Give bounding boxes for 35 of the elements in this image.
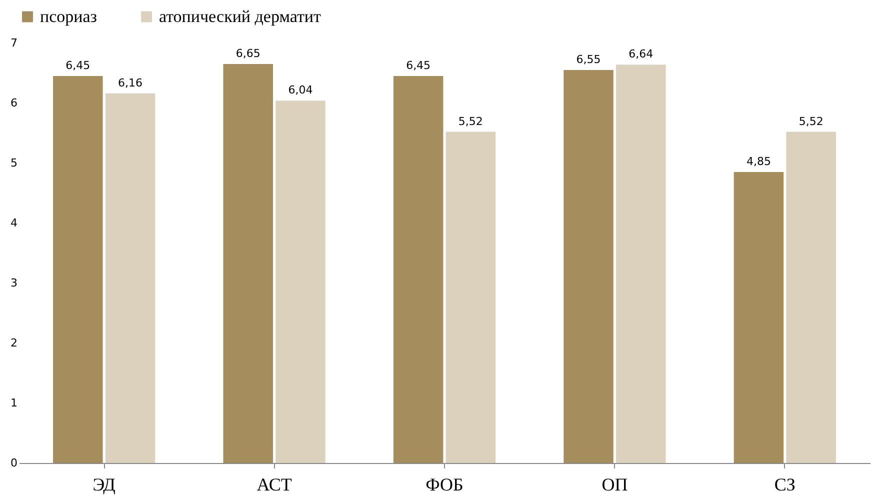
y-tick-label: 7 [10,36,18,50]
data-label: 5,52 [798,114,824,128]
y-tick-label: 1 [10,396,18,410]
bar [276,100,326,463]
y-tick-label: 3 [10,276,18,290]
y-tick-label: 2 [10,336,18,350]
data-label: 6,45 [66,59,90,72]
data-label: 6,64 [628,48,654,61]
bar [446,132,496,463]
bar [53,76,103,463]
x-tick-label: ОП [602,474,628,494]
legend-label: псориаз [40,6,98,26]
legend-label: атопический дерматит [159,6,322,26]
x-tick-label: СЗ [774,474,796,494]
data-label: 6,16 [118,76,143,90]
bar [734,172,784,463]
x-tick-label: ФОБ [426,474,464,494]
bar [393,76,444,463]
bar [786,132,836,463]
data-label: 5,52 [458,114,483,128]
y-tick-label: 5 [10,156,18,170]
bar [105,93,156,463]
data-label: 6,55 [576,53,601,66]
data-label: 6,04 [288,84,313,97]
bar [564,70,614,463]
data-label: 4,85 [746,155,771,168]
x-tick-label: ЭД [92,474,116,494]
data-label: 6,65 [236,47,260,60]
x-tick-label: АСТ [256,474,292,494]
y-tick-label: 6 [10,96,18,110]
y-tick-label: 4 [10,216,18,230]
data-label: 6,45 [406,59,431,72]
y-tick-label: 0 [10,456,18,470]
bar [223,64,273,463]
bar [616,64,666,463]
